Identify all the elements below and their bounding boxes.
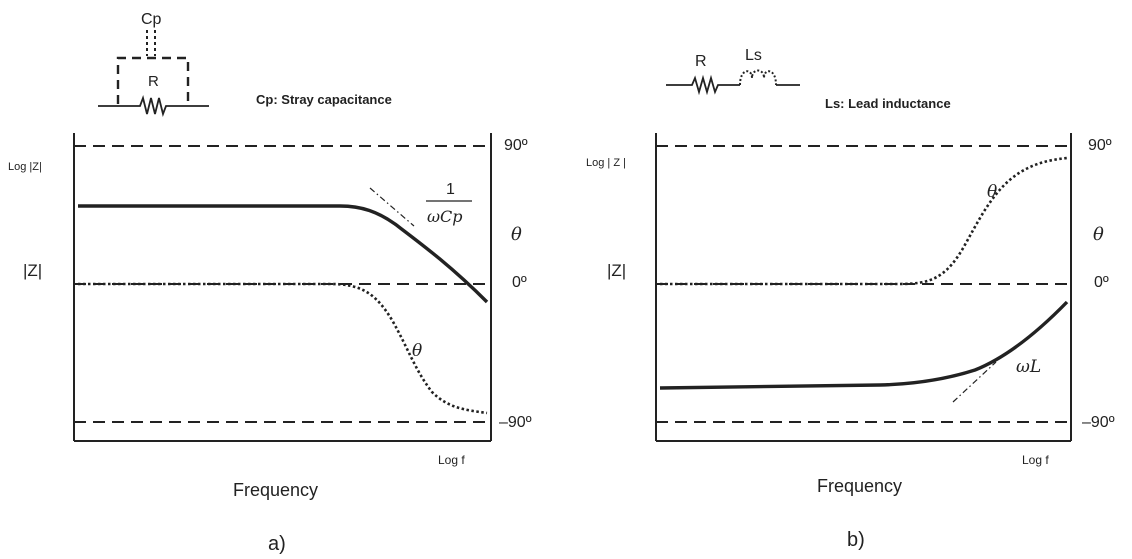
frequency-label: Frequency (233, 480, 318, 500)
cap-label: Cp (141, 11, 162, 28)
caption-b: b) (847, 529, 865, 551)
resistor-label-b: R (695, 53, 707, 70)
asymptote-denominator: ωCp (427, 207, 463, 226)
theta-right-label-b: θ (1093, 224, 1104, 245)
theta-right-label: θ (511, 224, 522, 245)
x-axis-label-b: Log f (1022, 453, 1049, 467)
phase-curve (78, 282, 488, 415)
caption-a: a) (268, 533, 286, 555)
circuit-b: R Ls (666, 47, 800, 96)
panel-a: Cp R Cp: Stray capacitance Log |Z| |Z| L… (8, 11, 532, 555)
resistor-symbol-b (666, 74, 740, 96)
impedance-curve-b (659, 300, 1069, 390)
asymptote-line (369, 187, 415, 227)
resistor-symbol (98, 94, 209, 118)
theta-curve-label: θ (412, 341, 422, 361)
ref-0-label-b: 0º (1094, 274, 1109, 291)
ref-90-label-b: 90º (1088, 137, 1112, 154)
asymptote-line-b (952, 361, 997, 403)
asymptote-label-b: ωL (1016, 357, 1041, 377)
ref-0-label: 0º (512, 274, 527, 291)
circuit-a: Cp R (98, 11, 209, 118)
impedance-curve (78, 204, 489, 304)
resistor-label: R (148, 73, 159, 90)
y-axis-label-b: Log | Z | (586, 157, 626, 169)
x-axis-label: Log f (438, 453, 465, 467)
panel-b: R Ls Ls: Lead inductance Log | Z | |Z| L… (586, 47, 1115, 551)
inductor-symbol (739, 69, 777, 86)
ref-minus90-label: –90º (499, 414, 532, 431)
frequency-label-b: Frequency (817, 476, 902, 496)
cap-dashed-loop (116, 56, 190, 104)
lead-inductance-note: Ls: Lead inductance (825, 96, 951, 111)
ref-minus90-label-b: –90º (1082, 414, 1115, 431)
ref-90-label: 90º (504, 137, 528, 154)
stray-capacitance-note: Cp: Stray capacitance (256, 92, 392, 107)
phase-curve-b (660, 156, 1068, 286)
theta-curve-label-b: θ (987, 182, 997, 202)
inductor-label: Ls (745, 47, 762, 64)
asymptote-numerator: 1 (446, 181, 455, 198)
z-label-b: |Z| (607, 261, 626, 280)
y-axis-label: Log |Z| (8, 161, 42, 173)
z-label: |Z| (23, 261, 42, 280)
